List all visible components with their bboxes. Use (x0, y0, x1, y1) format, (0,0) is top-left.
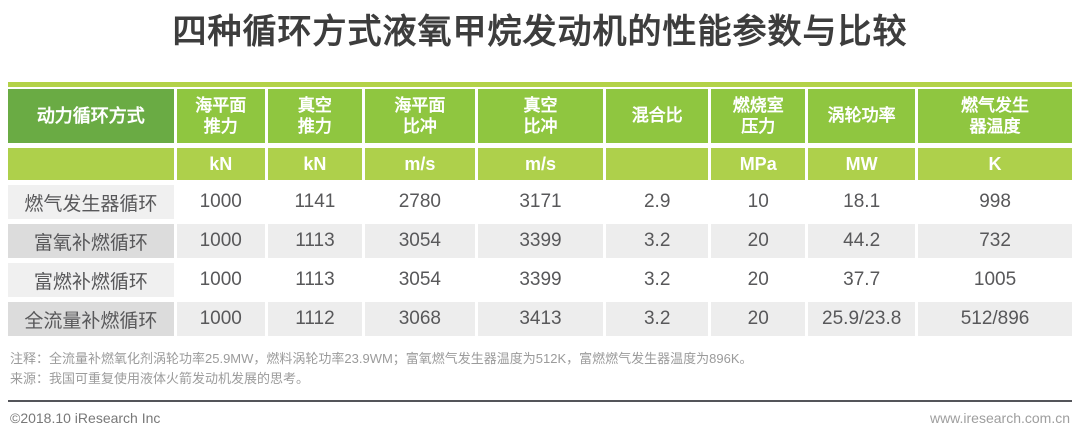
column-header: 真空 比冲 (477, 89, 604, 143)
table-cell: 1113 (267, 263, 362, 297)
table-cell: 998 (918, 185, 1072, 219)
unit-cell: K (918, 148, 1072, 180)
column-header: 燃烧室 压力 (711, 89, 806, 143)
table-cell: 25.9/23.8 (808, 302, 916, 336)
table-top-accent (8, 82, 1072, 87)
table-cell: 1000 (176, 302, 265, 336)
table-cell: 732 (918, 224, 1072, 258)
table-cell: 1000 (176, 185, 265, 219)
table-cell: 3068 (364, 302, 475, 336)
table-cell: 2.9 (606, 185, 709, 219)
column-header: 混合比 (606, 89, 709, 143)
table-cell: 3054 (364, 263, 475, 297)
table-cell: 3.2 (606, 224, 709, 258)
source-line: 来源：我国可重复使用液体火箭发动机发展的思考。 (10, 371, 310, 386)
unit-cell: kN (267, 148, 362, 180)
table-grid: 动力循环方式 海平面 推力 真空 推力 海平面 比冲 真空 比冲 混合比 燃烧室 压力 涡轮功… (8, 89, 1072, 336)
table-cell: 1000 (176, 224, 265, 258)
unit-cell: m/s (364, 148, 475, 180)
column-header: 海平面 推力 (176, 89, 265, 143)
table-cell: 3.2 (606, 263, 709, 297)
table-cell: 3171 (477, 185, 604, 219)
table-cell: 3.2 (606, 302, 709, 336)
table-cell: 3399 (477, 263, 604, 297)
table-cell: 44.2 (808, 224, 916, 258)
unit-cell (8, 148, 174, 180)
table-cell: 1112 (267, 302, 362, 336)
row-label: 全流量补燃循环 (8, 302, 174, 336)
table-cell: 1113 (267, 224, 362, 258)
table-cell: 512/896 (918, 302, 1072, 336)
annotation-line: 注释：全流量补燃氧化剂涡轮功率25.9MW，燃料涡轮功率23.9WM；富氧燃气发… (10, 351, 753, 366)
footer-divider (8, 400, 1072, 402)
unit-cell: MW (808, 148, 916, 180)
table-cell: 20 (711, 224, 806, 258)
notes-block: 注释：全流量补燃氧化剂涡轮功率25.9MW，燃料涡轮功率23.9WM；富氧燃气发… (10, 349, 1070, 389)
footer-bar: ©2018.10 iResearch Inc www.iresearch.com… (10, 402, 1070, 434)
unit-cell: m/s (477, 148, 604, 180)
copyright-text: ©2018.10 iResearch Inc (10, 410, 161, 426)
table-cell: 3413 (477, 302, 604, 336)
unit-cell: kN (176, 148, 265, 180)
column-header: 燃气发生 器温度 (918, 89, 1072, 143)
table-cell: 3399 (477, 224, 604, 258)
column-header: 海平面 比冲 (364, 89, 475, 143)
table-cell: 10 (711, 185, 806, 219)
row-label: 富燃补燃循环 (8, 263, 174, 297)
unit-cell (606, 148, 709, 180)
table-cell: 20 (711, 263, 806, 297)
table-cell: 18.1 (808, 185, 916, 219)
table-cell: 20 (711, 302, 806, 336)
table-cell: 1005 (918, 263, 1072, 297)
row-label: 富氧补燃循环 (8, 224, 174, 258)
engine-comparison-table: 动力循环方式 海平面 推力 真空 推力 海平面 比冲 真空 比冲 混合比 燃烧室 压力 涡轮功… (8, 82, 1072, 336)
column-header: 真空 推力 (267, 89, 362, 143)
table-cell: 37.7 (808, 263, 916, 297)
table-cell: 1000 (176, 263, 265, 297)
table-cell: 3054 (364, 224, 475, 258)
page-title: 四种循环方式液氧甲烷发动机的性能参数与比较 (172, 13, 908, 51)
table-cell: 1141 (267, 185, 362, 219)
row-label: 燃气发生器循环 (8, 185, 174, 219)
column-header: 涡轮功率 (808, 89, 916, 143)
unit-cell: MPa (711, 148, 806, 180)
column-header-cycle-type: 动力循环方式 (8, 89, 174, 143)
table-cell: 2780 (364, 185, 475, 219)
website-link[interactable]: www.iresearch.com.cn (929, 410, 1070, 426)
